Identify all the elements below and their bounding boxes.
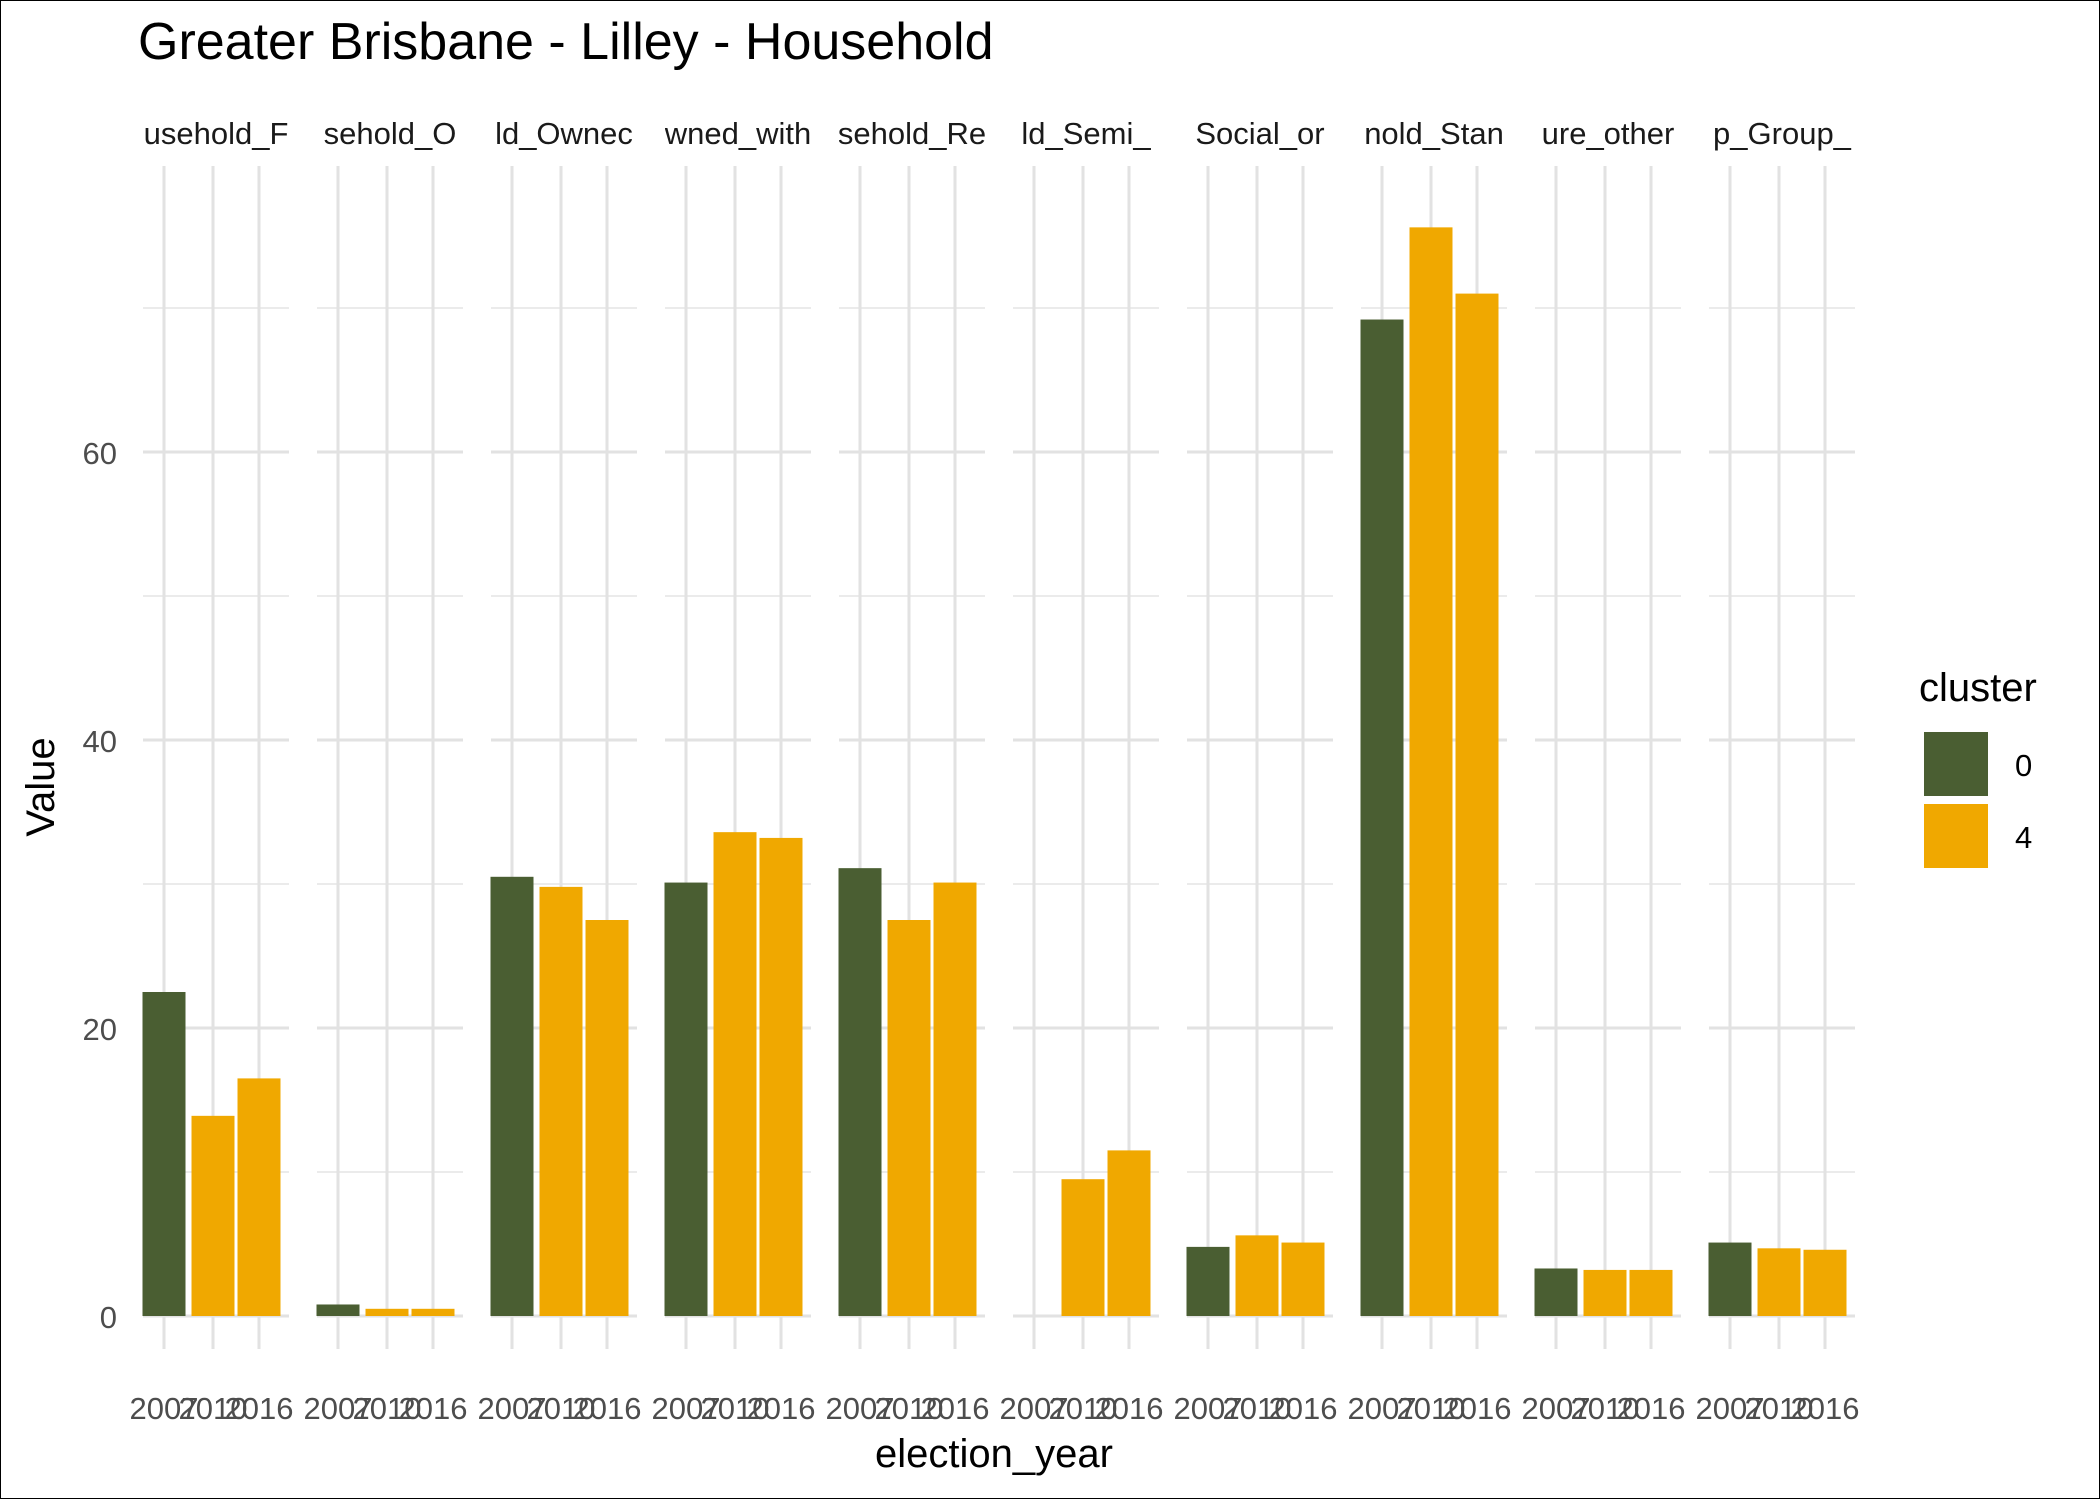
bar <box>1708 1242 1752 1316</box>
x-tick-label: 2007 <box>130 1391 199 1426</box>
x-tick-label: 2010 <box>1223 1391 1292 1426</box>
x-tick-label: 2010 <box>353 1391 422 1426</box>
y-tick-label: 40 <box>83 724 117 759</box>
x-tick-label: 2010 <box>1397 1391 1466 1426</box>
bar <box>411 1308 455 1316</box>
legend-label: 4 <box>2015 820 2032 855</box>
x-axis-title: election_year <box>875 1432 1113 1476</box>
bar <box>838 868 882 1316</box>
x-tick-label: 2007 <box>1696 1391 1765 1426</box>
bar <box>1360 319 1404 1316</box>
x-tick-label: 2007 <box>478 1391 547 1426</box>
facet-strip-label: usehold_F <box>144 116 289 151</box>
x-tick-label: 2007 <box>304 1391 373 1426</box>
x-tick-label: 2007 <box>1000 1391 1069 1426</box>
bar <box>933 882 977 1316</box>
bar <box>316 1304 360 1316</box>
bar <box>1281 1242 1325 1316</box>
legend: cluster 0 4 <box>1919 666 2037 870</box>
bar <box>1757 1248 1801 1316</box>
bar <box>490 876 534 1316</box>
x-tick-label: 2016 <box>399 1391 468 1426</box>
legend-label: 0 <box>2015 748 2032 783</box>
bar <box>1186 1246 1230 1316</box>
x-tick-label: 2016 <box>747 1391 816 1426</box>
x-tick-label: 2016 <box>1791 1391 1860 1426</box>
bar <box>585 920 629 1316</box>
bar <box>142 992 186 1316</box>
x-tick-label: 2016 <box>1269 1391 1338 1426</box>
legend-swatch <box>1922 802 1990 870</box>
bar <box>1107 1150 1151 1316</box>
x-tick-label: 2010 <box>1745 1391 1814 1426</box>
chart-title: Greater Brisbane - Lilley - Household <box>138 13 994 71</box>
x-tick-label: 2007 <box>652 1391 721 1426</box>
x-tick-label: 2010 <box>179 1391 248 1426</box>
facet-strip-label: ure_other <box>1542 116 1675 151</box>
y-tick-label: 20 <box>83 1012 117 1047</box>
x-tick-label: 2007 <box>826 1391 895 1426</box>
x-tick-label: 2010 <box>1571 1391 1640 1426</box>
x-tick-label: 2016 <box>1095 1391 1164 1426</box>
x-tick-label: 2007 <box>1174 1391 1243 1426</box>
facet-strip-label: wned_with <box>664 116 811 151</box>
x-tick-label: 2016 <box>921 1391 990 1426</box>
bar <box>365 1308 409 1316</box>
bar <box>1235 1235 1279 1316</box>
facet-strip-label: ld_Semi_ <box>1021 116 1151 151</box>
bar <box>1534 1268 1578 1316</box>
x-tick-label: 2010 <box>875 1391 944 1426</box>
bar <box>1629 1269 1673 1316</box>
y-tick-label: 0 <box>100 1300 117 1335</box>
facet-strip-label: sehold_Re <box>838 116 986 151</box>
bar <box>1061 1179 1105 1316</box>
bar <box>539 886 583 1316</box>
facet-strip-label: ld_Ownec <box>495 116 633 151</box>
facet-panels: usehold_F200720102016sehold_O20072010201… <box>130 116 1860 1426</box>
legend-title: cluster <box>1919 666 2037 710</box>
bar <box>713 832 757 1316</box>
bar <box>759 837 803 1316</box>
bar <box>1583 1269 1627 1316</box>
bar <box>664 882 708 1316</box>
bar <box>191 1115 235 1316</box>
bar <box>237 1078 281 1316</box>
y-axis: 0 20 40 60 <box>83 436 117 1335</box>
legend-swatch <box>1922 730 1990 798</box>
y-axis-title: Value <box>19 737 63 836</box>
facet-strip-label: Social_or <box>1195 116 1324 151</box>
bar <box>1409 227 1453 1317</box>
bar <box>1803 1249 1847 1316</box>
bar <box>887 920 931 1316</box>
bar <box>1455 293 1499 1317</box>
x-tick-label: 2007 <box>1348 1391 1417 1426</box>
facet-strip-label: p_Group_ <box>1713 116 1852 151</box>
x-tick-label: 2016 <box>573 1391 642 1426</box>
facet-strip-label: sehold_O <box>324 116 457 151</box>
x-tick-label: 2010 <box>527 1391 596 1426</box>
x-tick-label: 2016 <box>225 1391 294 1426</box>
facet-strip-label: nold_Stan <box>1364 116 1504 151</box>
x-tick-label: 2010 <box>1049 1391 1118 1426</box>
x-tick-label: 2016 <box>1443 1391 1512 1426</box>
y-tick-label: 60 <box>83 436 117 471</box>
x-tick-label: 2016 <box>1617 1391 1686 1426</box>
x-tick-label: 2010 <box>701 1391 770 1426</box>
x-tick-label: 2007 <box>1522 1391 1591 1426</box>
